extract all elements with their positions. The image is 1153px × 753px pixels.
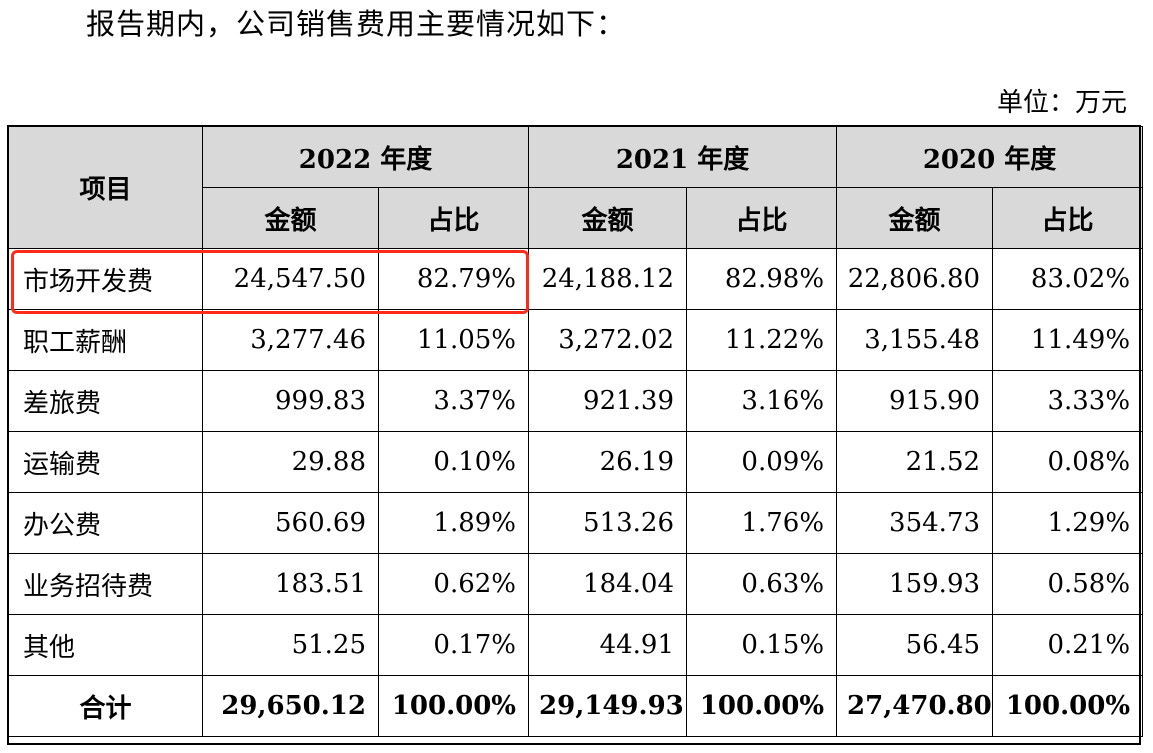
- table-row: 其他 51.25 0.17% 44.91 0.15% 56.45 0.21%: [8, 614, 1144, 676]
- sales-expense-table: 项目 2022 年度 2021 年度 2020 年度 金额 占比 金额 占比 金…: [8, 126, 1144, 737]
- amount-cell: 24,547.50: [202, 248, 379, 310]
- year-header: 2022 年度: [201, 126, 530, 188]
- share-cell: 0.21%: [992, 614, 1144, 676]
- amount-cell: 24,188.12: [528, 248, 688, 310]
- table-row: 办公费 560.69 1.89% 513.26 1.76% 354.73 1.29%: [8, 492, 1144, 554]
- amount-cell: 29,650.12: [202, 675, 379, 737]
- share-cell: 82.98%: [686, 248, 838, 310]
- year-header: 2020 年度: [836, 126, 1144, 188]
- share-cell: 3.16%: [686, 370, 838, 432]
- share-cell: 100.00%: [377, 675, 530, 737]
- row-label: 业务招待费: [8, 553, 203, 615]
- share-cell: 0.17%: [377, 614, 530, 676]
- amount-cell: 44.91: [528, 614, 688, 676]
- unit-label: 单位：万元: [996, 88, 1127, 118]
- share-cell: 0.15%: [686, 614, 838, 676]
- share-cell: 82.79%: [377, 248, 530, 310]
- amount-cell: 915.90: [836, 370, 994, 432]
- amount-cell: 513.26: [528, 492, 688, 554]
- amount-cell: 3,155.48: [836, 309, 994, 371]
- amount-cell: 26.19: [528, 431, 688, 493]
- amount-cell: 183.51: [202, 553, 379, 615]
- share-cell: 3.33%: [992, 370, 1144, 432]
- amount-cell: 27,470.80: [836, 675, 994, 737]
- amount-cell: 56.45: [836, 614, 994, 676]
- amount-header: 金额: [528, 187, 688, 249]
- row-label: 市场开发费: [8, 248, 203, 310]
- row-label: 其他: [8, 614, 203, 676]
- amount-cell: 159.93: [836, 553, 994, 615]
- table-row: 运输费 29.88 0.10% 26.19 0.09% 21.52 0.08%: [8, 431, 1144, 493]
- share-cell: 0.08%: [992, 431, 1144, 493]
- amount-cell: 999.83: [202, 370, 379, 432]
- year-header: 2021 年度: [528, 126, 838, 188]
- share-header: 占比: [992, 187, 1144, 249]
- share-cell: 0.63%: [686, 553, 838, 615]
- amount-cell: 3,277.46: [202, 309, 379, 371]
- share-cell: 1.29%: [992, 492, 1144, 554]
- share-cell: 100.00%: [992, 675, 1144, 737]
- amount-cell: 51.25: [202, 614, 379, 676]
- share-cell: 0.62%: [377, 553, 530, 615]
- amount-header: 金额: [202, 187, 379, 249]
- amount-cell: 560.69: [202, 492, 379, 554]
- share-cell: 0.09%: [686, 431, 838, 493]
- header-row-subheaders: 金额 占比 金额 占比 金额 占比: [9, 187, 1144, 249]
- share-cell: 11.05%: [377, 309, 530, 371]
- amount-cell: 921.39: [528, 370, 688, 432]
- share-cell: 1.76%: [686, 492, 838, 554]
- share-cell: 83.02%: [992, 248, 1144, 310]
- amount-header: 金额: [836, 187, 994, 249]
- table-body: 市场开发费 24,547.50 82.79% 24,188.12 82.98% 22,80…: [8, 248, 1144, 737]
- table-row: 市场开发费 24,547.50 82.79% 24,188.12 82.98% 22,80…: [8, 248, 1144, 310]
- share-cell: 11.49%: [992, 309, 1144, 371]
- row-label: 运输费: [8, 431, 203, 493]
- amount-cell: 354.73: [836, 492, 994, 554]
- amount-cell: 29.88: [202, 431, 379, 493]
- header-row-years: 项目 2022 年度 2021 年度 2020 年度: [8, 126, 1144, 249]
- table-row: 职工薪酬 3,277.46 11.05% 3,272.02 11.22% 3,155.48…: [8, 309, 1144, 371]
- amount-cell: 29,149.93: [528, 675, 688, 737]
- item-header: 项目: [8, 126, 203, 249]
- row-label: 办公费: [8, 492, 203, 554]
- row-label: 职工薪酬: [8, 309, 203, 371]
- total-label: 合计: [8, 675, 203, 737]
- share-cell: 11.22%: [686, 309, 838, 371]
- amount-cell: 21.52: [836, 431, 994, 493]
- share-cell: 1.89%: [377, 492, 530, 554]
- table-row: 差旅费 999.83 3.37% 921.39 3.16% 915.90 3.33%: [8, 370, 1144, 432]
- share-cell: 100.00%: [686, 675, 838, 737]
- share-header: 占比: [377, 187, 530, 249]
- row-label: 差旅费: [8, 370, 203, 432]
- amount-cell: 22,806.80: [836, 248, 994, 310]
- share-cell: 0.10%: [377, 431, 530, 493]
- amount-cell: 184.04: [528, 553, 688, 615]
- total-row: 合计 29,650.12 100.00% 29,149.93 100.00% 27,470…: [8, 675, 1144, 737]
- amount-cell: 3,272.02: [528, 309, 688, 371]
- share-cell: 3.37%: [377, 370, 530, 432]
- share-cell: 0.58%: [992, 553, 1144, 615]
- share-header: 占比: [686, 187, 838, 249]
- intro-text: 报告期内，公司销售费用主要情况如下：: [86, 7, 627, 41]
- table-row: 业务招待费 183.51 0.62% 184.04 0.63% 159.93 0.58%: [8, 553, 1144, 615]
